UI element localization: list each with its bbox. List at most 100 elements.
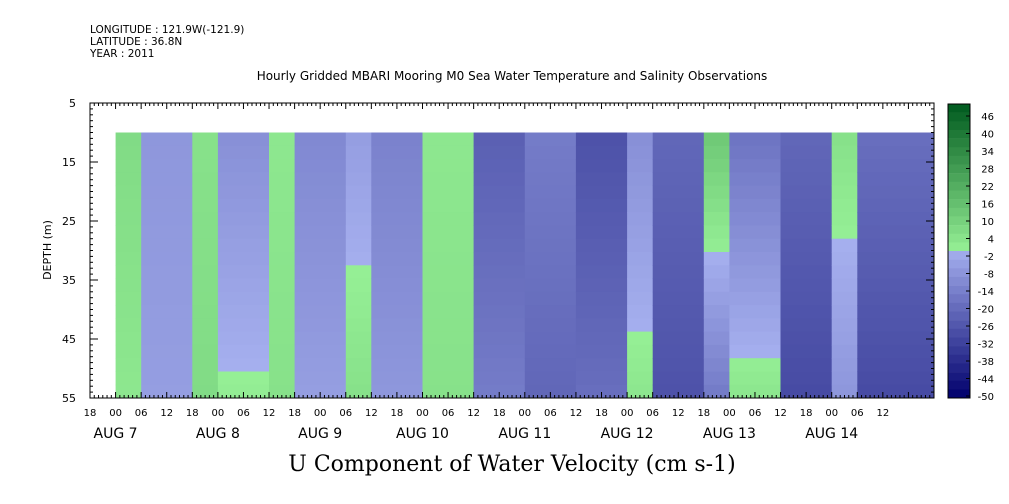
- heatmap-cell: [473, 238, 526, 253]
- heatmap-cell: [422, 185, 475, 200]
- heatmap-cell: [192, 265, 219, 280]
- heatmap-cell: [345, 358, 372, 372]
- colorbar-segment: [948, 147, 970, 157]
- heatmap-cell: [729, 291, 782, 306]
- heatmap-cell: [524, 291, 577, 306]
- x-hour-label: 06: [339, 408, 352, 419]
- heatmap-cell: [729, 265, 782, 280]
- heatmap-cell: [473, 265, 526, 280]
- heatmap-cell: [371, 252, 423, 266]
- heatmap-cell: [345, 291, 372, 306]
- heatmap-cell: [269, 384, 296, 399]
- x-hour-label: 18: [595, 408, 608, 419]
- heatmap-cell: [627, 318, 654, 333]
- heatmap-cell: [831, 305, 858, 319]
- heatmap-cell: [269, 265, 296, 280]
- heatmap-cell: [269, 238, 296, 253]
- heatmap-cell: [780, 212, 833, 226]
- heatmap-cell: [857, 159, 935, 173]
- x-hour-label: 12: [467, 408, 480, 419]
- heatmap-cell: [345, 265, 372, 280]
- x-date-label: AUG 9: [298, 426, 342, 442]
- colorbar-label: -32: [978, 340, 994, 351]
- heatmap-cell: [371, 225, 423, 240]
- heatmap-cell: [652, 252, 705, 266]
- heatmap-cell: [780, 225, 833, 240]
- heatmap-cell: [217, 238, 270, 253]
- colorbar-label: -14: [978, 287, 994, 298]
- heatmap-cell: [575, 344, 628, 359]
- heatmap-cell: [294, 159, 347, 173]
- heatmap-cell: [345, 185, 372, 200]
- heatmap-cell: [115, 252, 142, 266]
- colorbar-segment: [948, 242, 970, 252]
- heatmap-cell: [294, 238, 347, 253]
- heatmap-cell: [371, 159, 423, 173]
- heatmap-cell: [831, 265, 858, 280]
- heatmap-cell: [857, 145, 935, 160]
- heatmap-cell: [115, 225, 142, 240]
- heatmap-cell: [269, 371, 296, 386]
- heatmap-cell: [831, 291, 858, 306]
- heatmap-cell: [780, 172, 833, 187]
- heatmap-cell: [831, 198, 858, 213]
- colorbar-segment: [948, 372, 970, 381]
- heatmap-cell: [345, 331, 372, 346]
- heatmap-cell: [857, 278, 935, 293]
- heatmap-cell: [269, 305, 296, 319]
- heatmap-cell: [831, 344, 858, 359]
- colorbar-segment: [948, 285, 970, 295]
- heatmap-cell: [524, 185, 577, 200]
- colorbar-label: 28: [981, 165, 994, 176]
- heatmap-cell: [473, 212, 526, 226]
- colorbar-segment: [948, 164, 970, 174]
- heatmap-cell: [703, 225, 730, 240]
- heatmap-cell: [729, 305, 782, 319]
- heatmap-cell: [473, 132, 526, 147]
- heatmap-cell: [857, 265, 935, 280]
- heatmap-cell: [141, 331, 193, 346]
- heatmap-cell: [473, 305, 526, 319]
- heatmap-cell: [294, 358, 347, 372]
- variable-title: U Component of Water Velocity (cm s-1): [288, 452, 736, 477]
- heatmap-cell: [575, 305, 628, 319]
- heatmap-cell: [115, 291, 142, 306]
- heatmap-cell: [857, 225, 935, 240]
- heatmap-cell: [627, 132, 654, 147]
- x-hour-label: 12: [672, 408, 685, 419]
- heatmap-cell: [115, 159, 142, 173]
- x-hour-label: 00: [518, 408, 531, 419]
- heatmap-cell: [294, 291, 347, 306]
- year-label: YEAR : 2011: [90, 48, 155, 60]
- heatmap-cell: [371, 278, 423, 293]
- colorbar-segment: [948, 199, 970, 208]
- heatmap-cell: [422, 265, 475, 280]
- heatmap-cell: [524, 238, 577, 253]
- heatmap-cell: [575, 371, 628, 386]
- heatmap-cell: [524, 172, 577, 187]
- heatmap-cell: [345, 172, 372, 187]
- heatmap-cell: [371, 198, 423, 213]
- x-hour-label: 18: [186, 408, 199, 419]
- heatmap-cell: [422, 305, 475, 319]
- latitude-label: LATITUDE : 36.8N: [90, 36, 183, 48]
- heatmap-cell: [780, 252, 833, 266]
- heatmap-cell: [831, 252, 858, 266]
- heatmap-cell: [217, 265, 270, 280]
- heatmap-cell: [141, 159, 193, 173]
- heatmap-cell: [831, 172, 858, 187]
- heatmap-cell: [652, 358, 705, 372]
- heatmap-cell: [703, 291, 730, 306]
- heatmap-cell: [115, 278, 142, 293]
- heatmap-cell: [831, 132, 858, 147]
- heatmap-cell: [141, 132, 193, 147]
- colorbar-segment: [948, 138, 970, 148]
- heatmap-cell: [422, 318, 475, 333]
- colorbar-segment: [948, 207, 970, 217]
- x-hour-label: 06: [749, 408, 762, 419]
- heatmap-cell: [141, 225, 193, 240]
- heatmap-cell: [269, 318, 296, 333]
- heatmap-cell: [294, 344, 347, 359]
- heatmap-cell: [294, 265, 347, 280]
- heatmap-cell: [269, 159, 296, 173]
